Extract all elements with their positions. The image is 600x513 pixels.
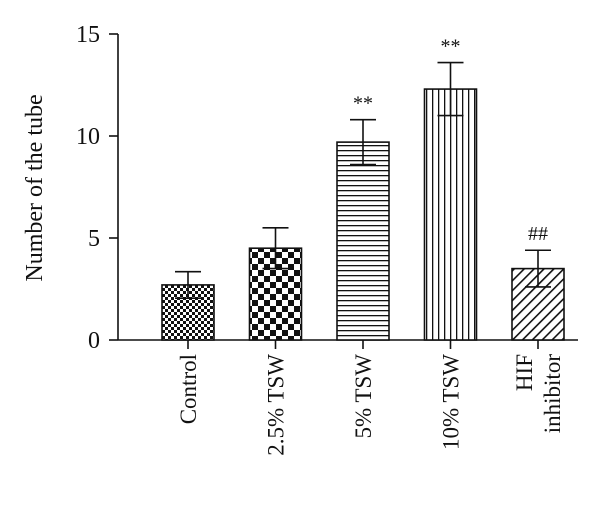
- error-bars: [175, 61, 551, 299]
- category-label: 5% TSW: [351, 354, 376, 439]
- y-tick-label: 10: [76, 124, 100, 150]
- category-label: Control: [176, 354, 201, 424]
- category-label-line: 2.5% TSW: [264, 354, 289, 456]
- y-tick-label: 15: [76, 22, 100, 48]
- y-tick-label: 0: [88, 328, 100, 354]
- bar-10-tsw: [423, 88, 478, 341]
- category-label: HIF inhibitor: [512, 354, 565, 434]
- category-label-line: HIF: [512, 354, 537, 391]
- y-axis-title: Number of the tube: [22, 94, 48, 281]
- category-labels: Control 2.5% TSW 5% TSW 10% TSW HIF inhibitor: [176, 354, 565, 456]
- significance-mark: **: [441, 36, 461, 58]
- category-label: 10% TSW: [439, 354, 464, 450]
- significance-mark: **: [353, 93, 373, 115]
- category-label-line: Control: [176, 354, 201, 424]
- significance-mark: ##: [528, 223, 548, 245]
- category-label: 2.5% TSW: [264, 354, 289, 456]
- bar-5-tsw: [336, 141, 390, 341]
- bars: [161, 88, 565, 341]
- y-tick-label: 5: [88, 226, 100, 252]
- y-axis: 0 5 10 15: [76, 22, 119, 354]
- category-label-line: 5% TSW: [351, 354, 376, 439]
- category-label-line: inhibitor: [540, 354, 565, 434]
- significance-annotations: ** ** ##: [353, 36, 548, 246]
- x-axis: [118, 339, 578, 349]
- category-label-line: 10% TSW: [439, 354, 464, 450]
